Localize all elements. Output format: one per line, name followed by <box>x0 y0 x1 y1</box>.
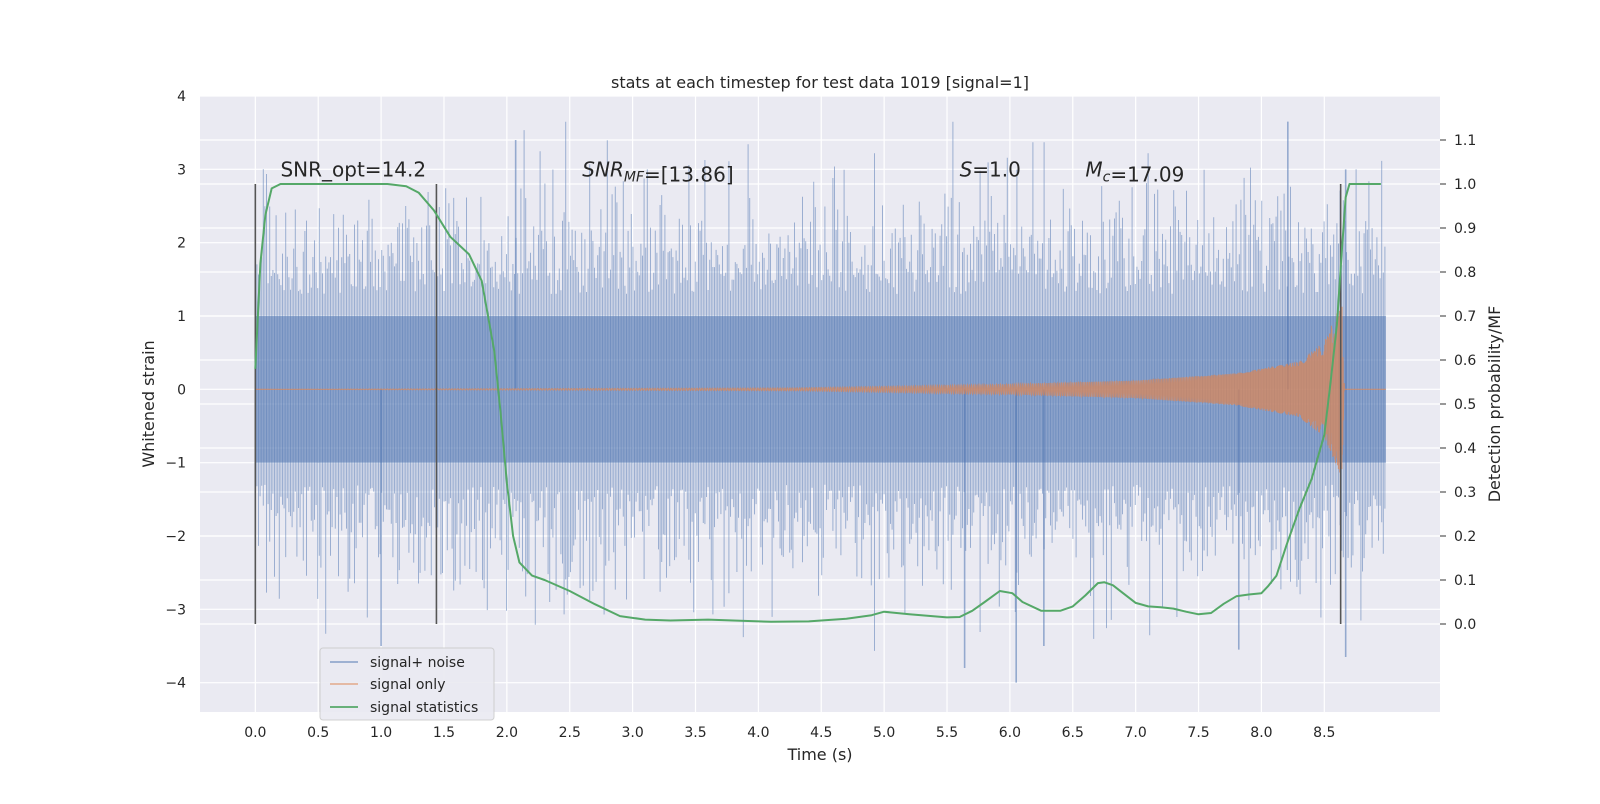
annotations: SNR_opt=14.2 SNRMF=[13.86] S=1.0 Mc=17.09 <box>280 158 1184 187</box>
x-tick-label: 7.5 <box>1187 725 1209 741</box>
annotation-subscript: MF <box>624 170 645 186</box>
signal-statistics-line <box>254 183 1381 623</box>
annotation-part: S <box>960 158 973 182</box>
annotation-part: =17.09 <box>1110 163 1184 187</box>
x-tick-label: 3.0 <box>621 725 643 741</box>
x-tick-label: 0.5 <box>307 725 329 741</box>
y-right-tick-label: 0.3 <box>1454 485 1476 501</box>
statistics-series <box>254 183 1381 623</box>
y-right-tick-label: 0.8 <box>1454 265 1476 281</box>
annotation-part: M <box>1085 158 1102 182</box>
x-tick-label: 8.0 <box>1250 725 1272 741</box>
x-tick-label: 6.0 <box>999 725 1021 741</box>
x-tick-label: 1.0 <box>370 725 392 741</box>
annotation-text: SNR_opt=14.2 <box>280 158 426 182</box>
y-tick-label: −2 <box>165 529 186 545</box>
y-right-tick-label: 0.5 <box>1454 397 1476 413</box>
legend-label-statistics: signal statistics <box>370 700 478 716</box>
x-axis-label: Time (s) <box>786 745 852 764</box>
x-tick-label: 4.5 <box>810 725 832 741</box>
y-tick-label: 2 <box>177 236 186 252</box>
y-right-tick-label: 0.0 <box>1454 617 1476 633</box>
y-tick-label: −3 <box>165 602 186 618</box>
y-tick-label: 1 <box>177 309 186 325</box>
y-tick-label: 4 <box>177 89 186 105</box>
legend-box <box>319 647 495 721</box>
y-right-tick-label: 1.0 <box>1454 177 1476 193</box>
y-right-tick-label: 0.9 <box>1454 221 1476 237</box>
y-right-tick-label: 0.4 <box>1454 441 1476 457</box>
x-tick-label: 2.5 <box>559 725 581 741</box>
annotation-text: SNRMF=[13.86] <box>582 158 733 187</box>
annotation-part: SNR <box>582 158 624 182</box>
y-tick-label: 3 <box>177 162 186 178</box>
chart-title: stats at each timestep for test data 101… <box>611 73 1029 92</box>
legend-label-signal: signal only <box>370 677 445 693</box>
legend-label-noise: signal+ noise <box>370 655 465 671</box>
y-right-tick-label: 0.2 <box>1454 529 1476 545</box>
x-tick-label: 2.0 <box>496 725 518 741</box>
y-axis-label: Whitened strain <box>139 340 158 467</box>
y-right-tick-label: 0.1 <box>1454 573 1476 589</box>
y-tick-label: −4 <box>165 676 186 692</box>
x-tick-label: 0.0 <box>244 725 266 741</box>
y-tick-label: 0 <box>177 382 186 398</box>
annotation-part: =1.0 <box>972 158 1021 182</box>
x-tick-label: 3.5 <box>684 725 706 741</box>
annotation-part: =[13.86] <box>644 163 734 187</box>
y-right-tick-label: 1.1 <box>1454 133 1476 149</box>
legend: signal+ noise signal only signal statist… <box>319 647 495 721</box>
y-tick-label: −1 <box>165 456 186 472</box>
annotation-part: SNR_opt=14.2 <box>280 158 426 182</box>
x-tick-label: 6.5 <box>1062 725 1084 741</box>
x-tick-label: 5.5 <box>936 725 958 741</box>
annotation-text: S=1.0 <box>960 158 1021 182</box>
annotation-subscript: c <box>1103 170 1111 186</box>
y-right-tick-label: 0.7 <box>1454 309 1476 325</box>
x-tick-label: 8.5 <box>1313 725 1335 741</box>
x-tick-label: 1.5 <box>433 725 455 741</box>
y-right-tick-label: 0.6 <box>1454 353 1476 369</box>
y-right-axis-label: Detection probability/MF <box>1485 306 1504 503</box>
x-tick-label: 4.0 <box>747 725 769 741</box>
x-tick-label: 7.0 <box>1125 725 1147 741</box>
x-tick-label: 5.0 <box>873 725 895 741</box>
annotation-text: Mc=17.09 <box>1085 158 1184 187</box>
axis-ticks: −4 −3 −2 −1 0 1 2 3 4 0.0 0.5 1.0 1.5 2.0 2.5 3.0 3.5 4.0… <box>165 89 1476 741</box>
